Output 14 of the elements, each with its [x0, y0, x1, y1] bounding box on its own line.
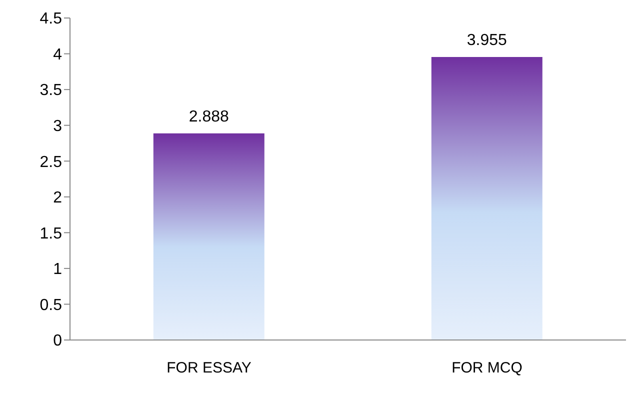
y-tick-label: 0 — [53, 332, 62, 350]
y-tick-label: 2 — [53, 190, 62, 207]
y-tick-label: 1.5 — [40, 225, 62, 242]
y-tick-label: 0.5 — [40, 296, 62, 314]
y-tick-label: 1 — [53, 261, 62, 278]
data-label: 2.888 — [188, 108, 230, 126]
y-tick-label: 2.5 — [40, 154, 62, 171]
x-tick-label: FOR ESSAY — [166, 360, 252, 377]
y-tick-label: 4 — [53, 46, 62, 64]
y-tick-label: 3 — [53, 118, 62, 136]
x-tick-label: FOR MCQ — [452, 360, 522, 377]
data-label: 3.955 — [466, 32, 508, 49]
y-tick-label: 4.5 — [40, 10, 62, 28]
y-tick-label: 3.5 — [40, 82, 62, 100]
